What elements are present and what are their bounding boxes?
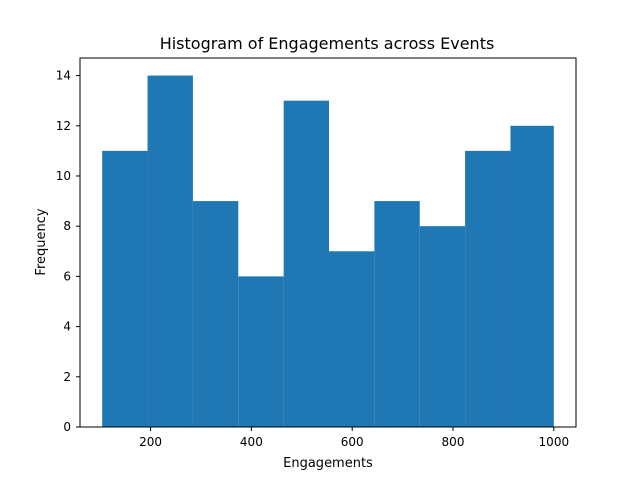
histogram-bar — [465, 150, 511, 427]
y-tick-label: 12 — [56, 119, 71, 133]
histogram-bar — [283, 100, 330, 428]
y-tick-label: 2 — [63, 370, 71, 384]
histogram-bar — [238, 276, 284, 427]
y-tick-label: 6 — [63, 269, 71, 283]
x-axis-label: Engagements — [283, 456, 373, 471]
y-tick-label: 14 — [56, 69, 71, 83]
x-tick-label: 400 — [240, 435, 263, 449]
y-axis-label: Frequency — [34, 208, 49, 275]
histogram-bar — [419, 226, 466, 427]
x-tick-label: 600 — [341, 435, 364, 449]
x-tick-label: 800 — [442, 435, 465, 449]
histogram-bar — [329, 251, 375, 427]
histogram-bar — [510, 125, 554, 427]
histogram-bar — [374, 201, 420, 427]
histogram-bar — [147, 75, 193, 428]
chart-title: Histogram of Engagements across Events — [160, 34, 495, 53]
x-axis-ticks: 200 400 600 800 1000 — [139, 427, 569, 449]
histogram-bar — [102, 150, 148, 427]
y-tick-label: 4 — [63, 320, 71, 334]
y-tick-label: 10 — [56, 169, 71, 183]
y-tick-label: 0 — [63, 420, 71, 434]
bars-group — [102, 75, 554, 428]
x-tick-label: 200 — [139, 435, 162, 449]
x-tick-label: 1000 — [539, 435, 570, 449]
y-tick-label: 8 — [63, 219, 71, 233]
plot-frame — [79, 57, 577, 428]
histogram-bar — [192, 201, 239, 427]
y-axis-ticks: 0 2 4 6 8 10 12 14 — [56, 69, 80, 434]
